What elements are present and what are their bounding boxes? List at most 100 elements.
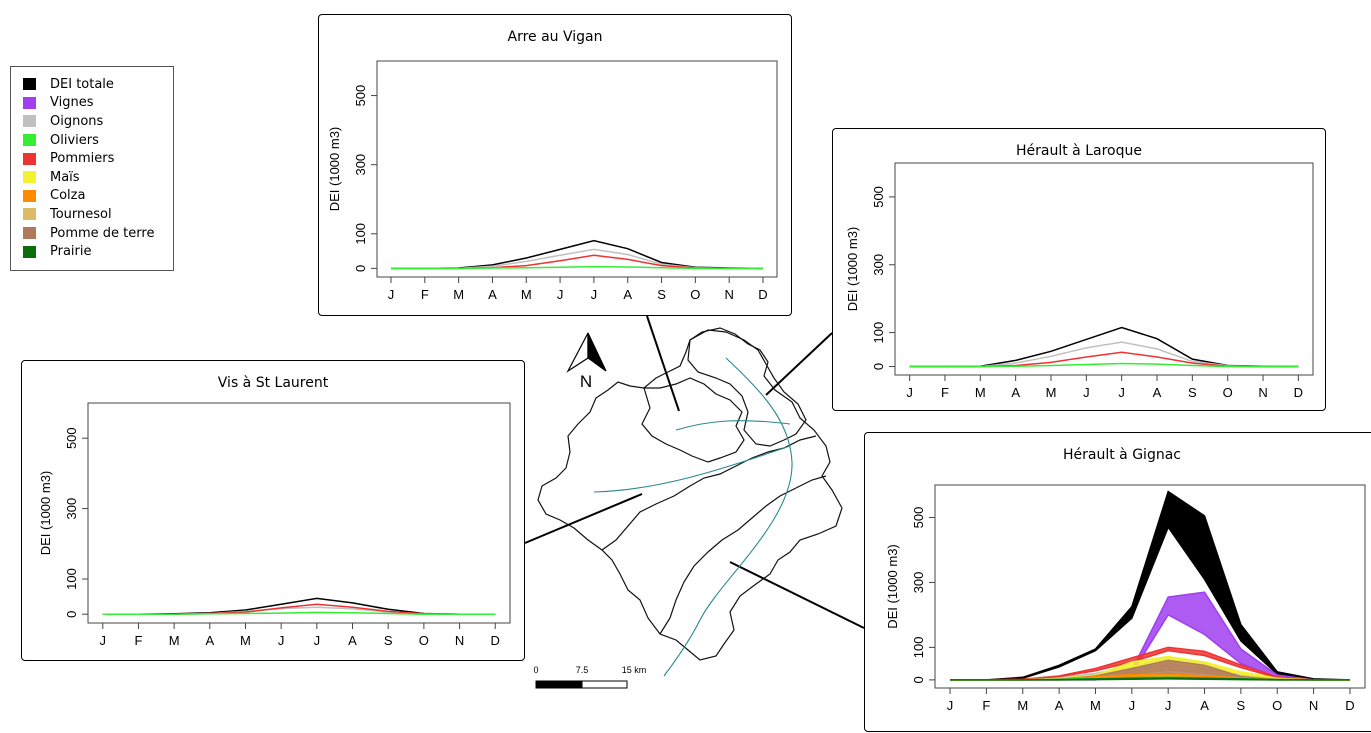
legend-swatch	[23, 245, 36, 258]
sub-basin-laroque	[687, 329, 807, 447]
legend: DEI totale Vignes Oignons Oliviers Pommiers M…	[10, 66, 174, 271]
panel-vis-a-st-laurent: Vis à St Laurent 0 100 300 500 DEI (1000 m3)…	[21, 360, 525, 661]
series-dei-totale-line	[391, 239, 764, 270]
chart-title: Hérault à Laroque	[1016, 143, 1142, 159]
legend-item: Oliviers	[23, 131, 173, 150]
series-oliviers-line	[909, 362, 1299, 368]
plot-frame	[934, 484, 1366, 689]
callout-line-laroque	[765, 332, 833, 396]
chart-title: Hérault à Gignac	[1063, 447, 1181, 463]
sub-basin-gignac-divide	[659, 475, 827, 635]
legend-item: Prairie	[23, 242, 173, 261]
x-tick-label: M	[240, 633, 251, 648]
y-axis-label: DEI (1000 m3)	[845, 227, 860, 312]
legend-label: Oliviers	[50, 132, 99, 148]
chart-herault-a-gignac: 0 100 300 500 DEI (1000 m3) J F M A M J J A S O N D	[885, 484, 1366, 713]
x-tick-label: J	[947, 698, 954, 713]
x-tick-label: F	[941, 385, 949, 400]
y-tick-label: 300	[871, 254, 886, 276]
y-tick-label: 100	[871, 322, 886, 344]
x-tick-label: N	[724, 287, 733, 302]
y-tick-label: 0	[64, 611, 79, 618]
x-tick-label: F	[421, 287, 429, 302]
legend-swatch	[23, 189, 36, 202]
chart-arre-au-vigan: 0 100 300 500 DEI (1000 m3) J F M A M J J A S O N D	[327, 60, 778, 302]
x-tick-label: F	[134, 633, 142, 648]
x-tick-label: O	[419, 633, 429, 648]
x-tick-label: J	[278, 633, 285, 648]
chart-vis-a-st-laurent: 0 100 300 500 DEI (1000 m3) J F M A M J J A S O N D	[38, 402, 511, 648]
legend-label: Maïs	[50, 169, 80, 185]
x-tick-label: O	[1272, 698, 1282, 713]
x-tick-label: S	[657, 287, 666, 302]
sub-basin-vis-divide	[601, 435, 817, 551]
x-tick-label: S	[1188, 385, 1197, 400]
series-oliviers-line	[391, 265, 763, 270]
plot-frame	[376, 60, 778, 278]
x-tick-label: A	[348, 633, 357, 648]
legend-label: DEI totale	[50, 76, 114, 92]
x-tick-label: J	[388, 287, 395, 302]
chart-title: Vis à St Laurent	[217, 375, 329, 391]
x-tick-label: J	[1118, 385, 1125, 400]
x-tick-label: A	[1153, 385, 1162, 400]
north-label: N	[580, 372, 592, 391]
y-tick-label: 0	[353, 265, 368, 272]
x-tick-label: M	[453, 287, 464, 302]
legend-label: Vignes	[50, 95, 94, 111]
legend-label: Pomme de terre	[50, 225, 155, 241]
legend-item: Pomme de terre	[23, 224, 173, 243]
x-tick-label: A	[623, 287, 632, 302]
x-tick-label: M	[1017, 698, 1028, 713]
legend-item: Tournesol	[23, 205, 173, 224]
series-oignons-line	[391, 248, 763, 270]
panel-herault-a-gignac: Hérault à Gignac 0 100 300 500 DEI (1000 m3)…	[864, 432, 1371, 732]
x-tick-label: N	[455, 633, 464, 648]
y-tick-label: 500	[911, 507, 926, 529]
y-tick-label: 500	[64, 427, 79, 449]
legend-swatch	[23, 227, 36, 240]
river-arre	[675, 420, 791, 431]
legend-label: Prairie	[50, 244, 92, 260]
x-tick-label: N	[1258, 385, 1267, 400]
panel-herault-a-laroque: Hérault à Laroque 0 100 300 500 DEI (1000 m3…	[832, 128, 1326, 411]
y-axis-label: DEI (1000 m3)	[885, 544, 900, 629]
x-tick-label: S	[1237, 698, 1246, 713]
x-tick-label: M	[169, 633, 180, 648]
x-tick-label: A	[1200, 698, 1209, 713]
x-tick-label: O	[690, 287, 700, 302]
legend-swatch	[23, 208, 36, 221]
watershed-outline	[537, 327, 843, 661]
x-tick-label: A	[488, 287, 497, 302]
legend-item: Colza	[23, 187, 173, 206]
x-tick-label: S	[384, 633, 393, 648]
callout-line-vis	[524, 493, 643, 544]
x-tick-label: M	[975, 385, 986, 400]
chart-herault-a-laroque: 0 100 300 500 DEI (1000 m3) J F M A M J J A S O N D	[845, 162, 1314, 400]
legend-item: Vignes	[23, 94, 173, 113]
legend-label: Pommiers	[50, 151, 115, 167]
x-tick-label: D	[758, 287, 767, 302]
x-tick-label: A	[1011, 385, 1020, 400]
y-tick-label: 300	[911, 572, 926, 594]
x-tick-label: O	[1223, 385, 1233, 400]
scale-bar	[535, 680, 628, 689]
legend-item: DEI totale	[23, 75, 173, 94]
legend-label: Oignons	[50, 113, 104, 129]
scale-label-end: 15 km	[622, 665, 647, 675]
x-tick-label: N	[1309, 698, 1318, 713]
legend-swatch	[23, 152, 36, 165]
x-tick-label: D	[1345, 698, 1354, 713]
legend-swatch	[23, 78, 36, 91]
river-vis	[593, 445, 791, 493]
x-tick-label: J	[1129, 698, 1136, 713]
x-tick-label: A	[1055, 698, 1064, 713]
x-tick-label: J	[1165, 698, 1172, 713]
chart-title: Arre au Vigan	[507, 29, 603, 45]
legend-item: Maïs	[23, 168, 173, 187]
x-tick-label: J	[314, 633, 321, 648]
y-axis-label: DEI (1000 m3)	[327, 127, 342, 212]
river-herault	[663, 357, 793, 677]
x-tick-label: J	[557, 287, 564, 302]
plot-frame	[894, 162, 1314, 376]
